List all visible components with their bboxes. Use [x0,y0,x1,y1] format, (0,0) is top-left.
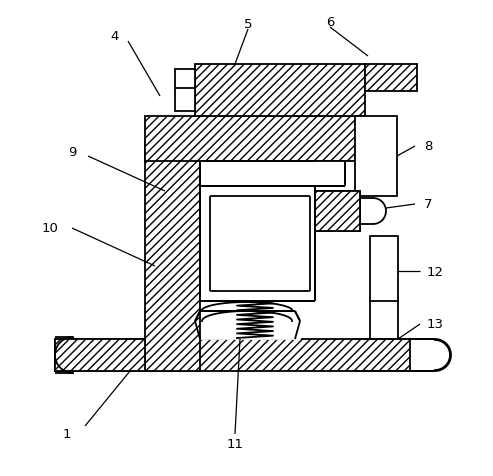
Text: 7: 7 [424,198,432,211]
Text: 11: 11 [226,437,244,451]
Bar [175,70,195,112]
Polygon shape [55,339,145,371]
Bar [315,192,360,231]
Text: 13: 13 [426,318,444,331]
Text: 5: 5 [244,18,252,30]
Bar [355,117,397,197]
Polygon shape [200,162,345,301]
Text: 12: 12 [426,265,444,278]
Text: 10: 10 [41,222,59,235]
Bar [370,237,398,301]
Text: 1: 1 [63,427,71,441]
Text: 6: 6 [326,15,334,29]
Text: 8: 8 [424,140,432,153]
Bar [365,65,417,92]
Polygon shape [195,311,300,339]
Bar [145,142,200,371]
Bar [145,117,365,162]
Bar [55,339,145,371]
Text: 4: 4 [111,30,119,43]
Bar [315,192,360,231]
Bar [55,339,410,371]
Text: 9: 9 [68,145,76,158]
Polygon shape [200,217,315,301]
Bar [195,65,365,117]
